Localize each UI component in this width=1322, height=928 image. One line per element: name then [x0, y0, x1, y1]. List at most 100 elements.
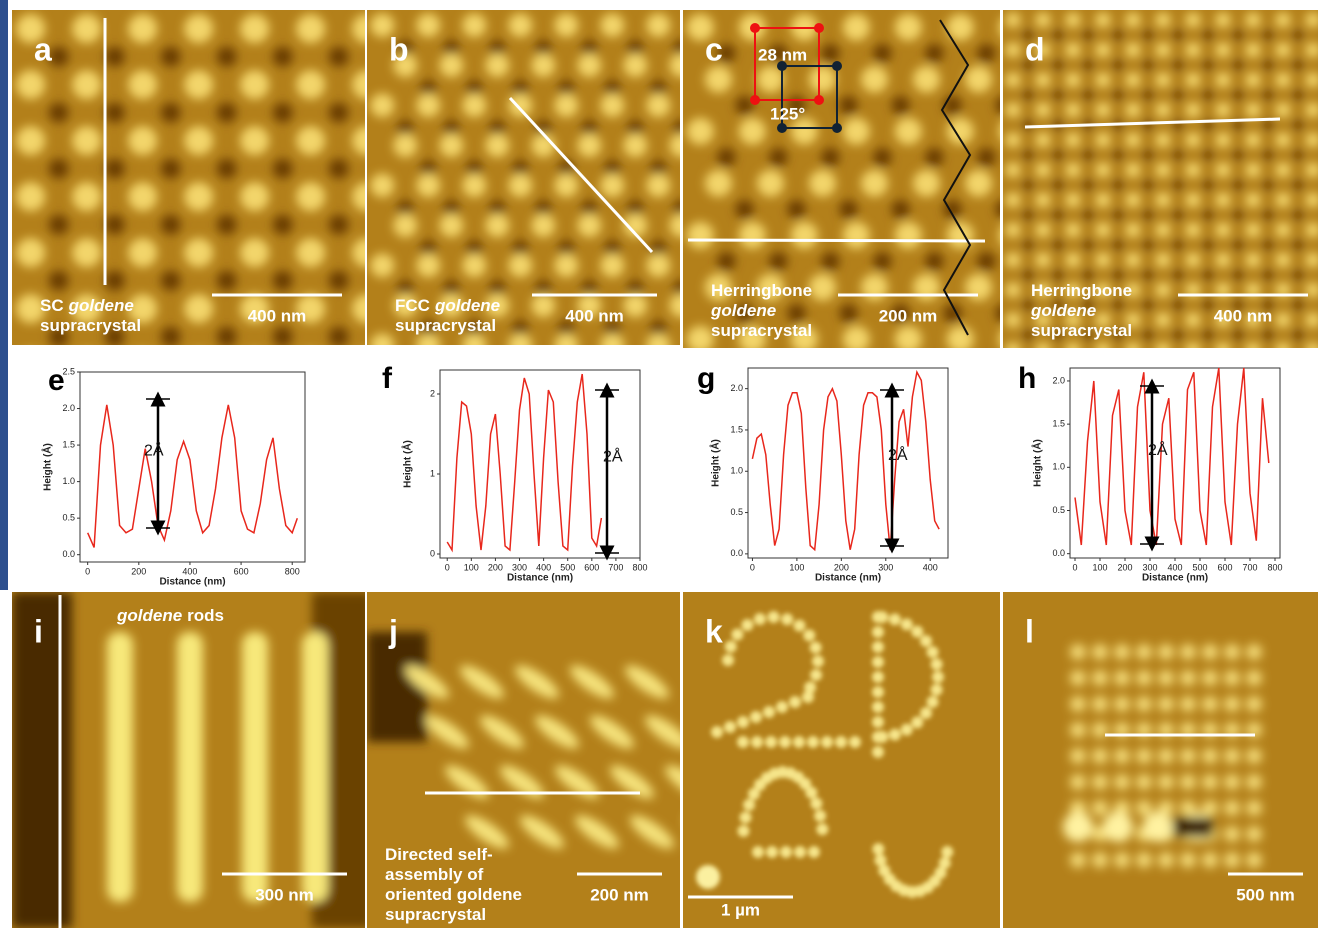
spot	[49, 159, 69, 179]
spot	[1305, 342, 1321, 358]
spot	[1263, 30, 1274, 41]
spot	[1065, 192, 1081, 208]
spot	[965, 170, 992, 197]
spot	[1083, 90, 1094, 101]
spot	[1263, 90, 1274, 101]
height-annotation: 2Å	[888, 445, 908, 464]
spot	[1185, 102, 1201, 118]
caption-text: goldene	[710, 301, 776, 320]
spot	[1224, 826, 1240, 842]
spot	[1095, 342, 1111, 358]
spot	[1202, 748, 1218, 764]
spot	[1246, 696, 1262, 712]
spot	[843, 222, 870, 249]
spot	[105, 103, 125, 123]
spot	[128, 14, 157, 43]
caption-line: supracrystal	[711, 321, 812, 340]
spot	[1005, 162, 1021, 178]
spot	[1053, 90, 1064, 101]
spot	[16, 182, 45, 211]
spot	[577, 213, 601, 237]
spot	[1215, 42, 1231, 58]
spot	[1065, 12, 1081, 28]
spot	[1095, 222, 1111, 238]
spot	[408, 350, 437, 379]
x-tick-label: 200	[1117, 562, 1132, 572]
spot	[1293, 270, 1304, 281]
caption-text: FCC	[395, 296, 430, 315]
spot	[1070, 748, 1086, 764]
spot	[1233, 180, 1244, 191]
scale-label: 200 nm	[879, 306, 938, 325]
spot	[1158, 852, 1174, 868]
spot	[1185, 222, 1201, 238]
x-tick-label: 0	[750, 562, 755, 572]
spot	[1035, 342, 1051, 358]
x-tick-label: 300	[878, 562, 893, 572]
spot	[1143, 210, 1154, 221]
spot	[623, 53, 647, 77]
scale-label: 300 nm	[255, 885, 314, 904]
spot	[1293, 240, 1304, 251]
bead	[780, 846, 792, 858]
spot	[646, 334, 670, 358]
y-tick-label: 0.5	[1052, 505, 1065, 515]
spot	[1095, 102, 1111, 118]
spot	[128, 182, 157, 211]
spot	[687, 222, 714, 249]
spot	[717, 148, 736, 167]
spot	[184, 182, 213, 211]
spot	[925, 148, 944, 167]
x-tick-label: 0	[445, 562, 450, 572]
spot	[217, 327, 237, 347]
spot	[600, 173, 624, 197]
spot	[1065, 222, 1081, 238]
spot	[296, 126, 325, 155]
spot	[1158, 696, 1174, 712]
spot	[1070, 670, 1086, 686]
spot	[1035, 162, 1051, 178]
spot	[1125, 252, 1141, 268]
spot	[1215, 192, 1231, 208]
spot	[485, 133, 509, 157]
caption-text: supracrystal	[385, 905, 486, 924]
bead	[810, 797, 822, 809]
caption-line: Herringbone	[711, 281, 812, 300]
spot	[1275, 132, 1291, 148]
spot	[1035, 252, 1051, 268]
spot	[1083, 60, 1094, 71]
spot	[1035, 12, 1051, 28]
bead	[724, 721, 736, 733]
spot	[1023, 240, 1034, 251]
bead	[737, 736, 749, 748]
y-tick-label: 0.0	[730, 548, 743, 558]
x-tick-label: 800	[1267, 562, 1282, 572]
rod	[107, 632, 133, 902]
bead	[911, 716, 923, 728]
spot	[1155, 132, 1171, 148]
spot	[1125, 342, 1141, 358]
x-tick-label: 400	[923, 562, 938, 572]
spot	[1233, 60, 1244, 71]
spot	[329, 215, 349, 235]
bead	[740, 811, 752, 823]
spot	[821, 148, 840, 167]
spot	[787, 200, 806, 219]
spot	[49, 103, 69, 123]
spot	[1173, 180, 1184, 191]
bead	[737, 716, 749, 728]
spot	[1005, 342, 1021, 358]
spot	[217, 47, 237, 67]
spot	[1305, 42, 1321, 58]
spot	[977, 44, 996, 63]
spot	[1155, 252, 1171, 268]
profile-line	[688, 240, 985, 241]
x-tick-label: 300	[512, 562, 527, 572]
bead	[821, 736, 833, 748]
spot	[161, 327, 181, 347]
spot	[1143, 180, 1154, 191]
caption-text: goldene	[1030, 301, 1096, 320]
panel-letter: b	[389, 31, 409, 67]
spot	[821, 252, 840, 271]
height-annotation: 2Å	[144, 441, 164, 460]
